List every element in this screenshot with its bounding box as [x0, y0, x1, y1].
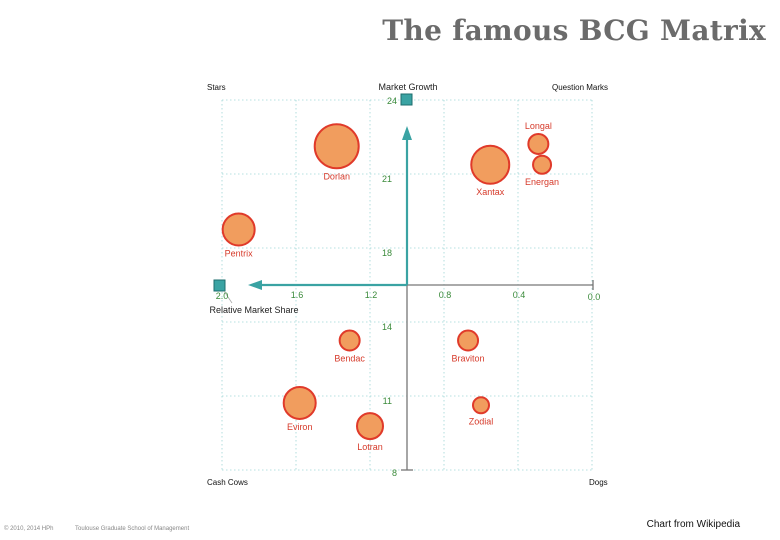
quadrant-label-cash-cows: Cash Cows [207, 478, 248, 487]
bubble-longal [527, 132, 550, 155]
bubble-label: Zodial [469, 416, 494, 426]
copyright-text: © 2010, 2014 HPh [4, 526, 54, 532]
bubble-label: Bendac [334, 354, 365, 364]
footer: © 2010, 2014 HPh Toulouse Graduate Schoo… [4, 526, 209, 532]
quadrant-label-dogs: Dogs [589, 478, 608, 487]
y-tick-label: 18 [382, 248, 392, 258]
bubble-layer: Dorlan Longal Energan Xantax Pentrix Bendac Br… [221, 121, 559, 452]
bubble-xantax [470, 144, 511, 185]
y-tick-label: 21 [382, 174, 392, 184]
x-tick-label: 0.8 [439, 290, 452, 300]
bubble-label: Eviron [287, 422, 313, 432]
x-axis-title: Relative Market Share [209, 305, 298, 315]
bubble-lotran [356, 412, 384, 441]
chart-credit: Chart from Wikipedia [646, 519, 740, 530]
x-tick-label: 0.0 [588, 292, 601, 302]
y-tick-label: 24 [387, 96, 397, 106]
bubble-bendac [338, 329, 361, 352]
y-tick-label: 14 [382, 322, 392, 332]
slide-title: The famous BCG Matrix [382, 14, 766, 47]
bubble-eviron [282, 385, 317, 420]
bubble-zodial [472, 396, 490, 415]
bubble-label: Longal [525, 121, 552, 131]
bubble-label: Pentrix [225, 249, 254, 259]
x-axis-label-leader [223, 290, 233, 304]
bubble-label: Lotran [357, 442, 383, 452]
y-tick-label: 11 [383, 396, 392, 406]
bubble-label: Dorlan [323, 171, 350, 181]
quadrant-label-question-marks: Question Marks [552, 83, 609, 92]
school-name: Toulouse Graduate School of Management [75, 526, 190, 532]
bubble-label: Braviton [452, 354, 485, 364]
bubble-label: Xantax [476, 187, 505, 197]
x-tick-label: 0.4 [513, 290, 526, 300]
y-axis-handle[interactable] [400, 93, 413, 106]
x-axis-handle[interactable] [213, 279, 226, 292]
bubble-dorlan [313, 123, 360, 170]
x-tick-label: 1.6 [291, 290, 304, 300]
x-axis-arrowhead [248, 280, 262, 290]
bubble-label: Energan [525, 177, 559, 187]
y-axis-title: Market Growth [378, 82, 437, 92]
y-tick-label: 8 [392, 468, 397, 478]
y-axis-arrowhead [402, 126, 412, 140]
quadrant-label-stars: Stars [207, 83, 226, 92]
x-tick-label: 2.0 [216, 291, 229, 301]
bubble-braviton [457, 329, 480, 352]
bubble-pentrix [221, 212, 256, 247]
x-tick-label: 1.2 [365, 290, 378, 300]
bubble-energan [532, 154, 553, 175]
